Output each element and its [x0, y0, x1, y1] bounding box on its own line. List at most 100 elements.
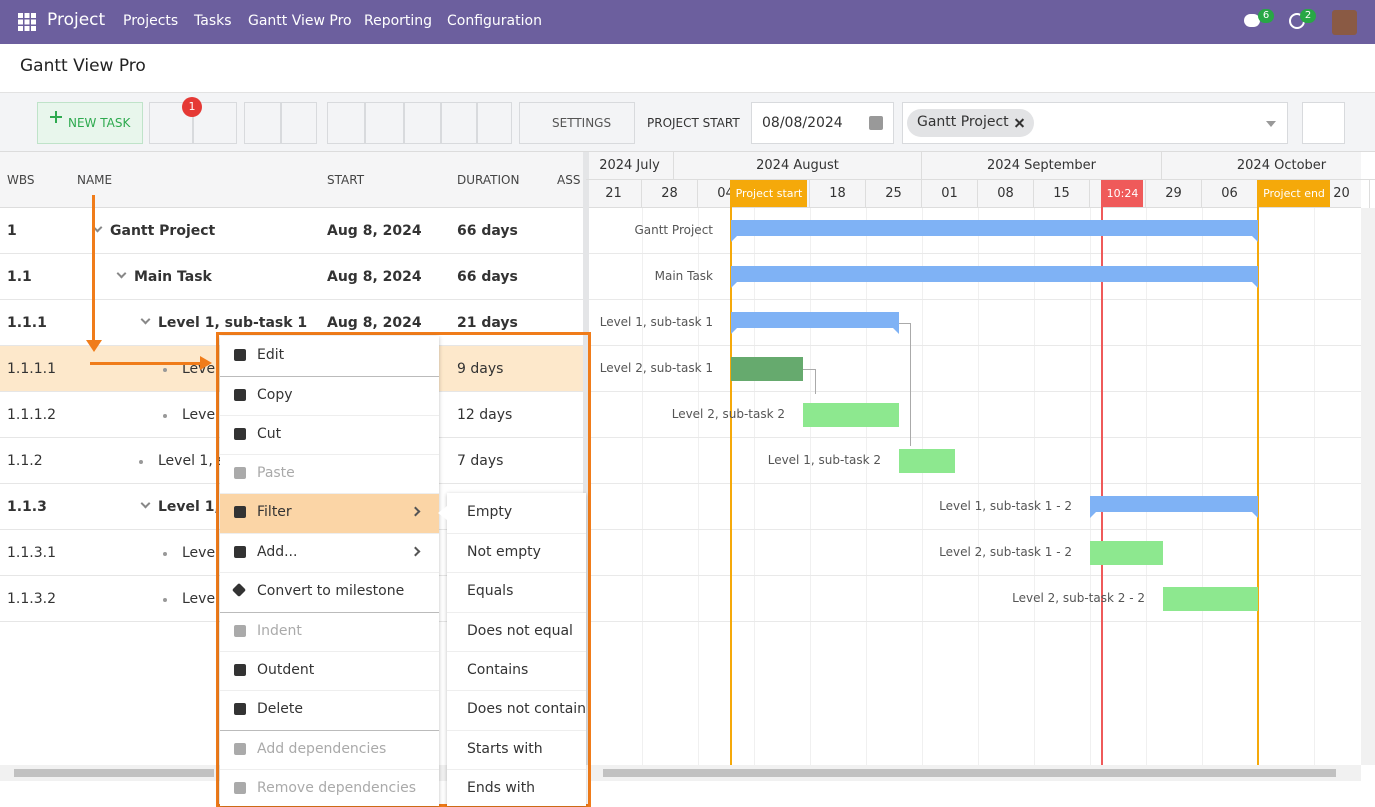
- wbs-cell: 1: [7, 223, 17, 239]
- column-header: WBS: [7, 173, 35, 187]
- week-cell: [1090, 180, 1146, 208]
- dropdown-caret: [1266, 121, 1276, 132]
- menu-item[interactable]: Projects: [123, 13, 179, 29]
- menu-item[interactable]: Delete: [257, 701, 303, 717]
- task-bar[interactable]: [731, 357, 803, 381]
- toolbar-button[interactable]: [477, 102, 512, 144]
- menu-icon: [234, 428, 246, 440]
- week-cell: 28: [642, 180, 698, 208]
- calendar-icon: [869, 116, 883, 130]
- app-name[interactable]: Project: [47, 10, 106, 30]
- menu-item: Remove dependencies: [257, 780, 417, 796]
- submenu-item[interactable]: Empty: [467, 504, 513, 520]
- project-start-line: [730, 180, 732, 765]
- week-cell: 08: [978, 180, 1034, 208]
- settings-button[interactable]: SETTINGS: [519, 102, 635, 144]
- menu-item[interactable]: Filter: [257, 504, 292, 520]
- menu-separator: [220, 376, 439, 377]
- task-bar[interactable]: [1090, 541, 1163, 565]
- splitter: [583, 152, 589, 765]
- task-bar[interactable]: [899, 449, 955, 473]
- menu-item[interactable]: Cut: [257, 426, 282, 442]
- menu-item[interactable]: Outdent: [257, 662, 315, 678]
- menu-icon: [234, 546, 246, 558]
- timeline-row-line: [589, 575, 1361, 576]
- summary-bar[interactable]: [731, 220, 1258, 236]
- activity-badge: 2: [1300, 9, 1316, 23]
- avatar[interactable]: [1332, 10, 1357, 35]
- task-bar[interactable]: [803, 403, 899, 427]
- toolbar-button[interactable]: [244, 102, 281, 144]
- week-grid-line: [1090, 208, 1091, 765]
- bar-label: Level 2, sub-task 2: [671, 407, 785, 421]
- duration-cell: 21 days: [457, 315, 518, 331]
- name-cell: Gantt Project: [110, 223, 216, 239]
- dependency-line: [899, 323, 911, 446]
- menu-item[interactable]: Edit: [257, 347, 285, 363]
- summary-bar[interactable]: [731, 266, 1258, 282]
- toolbar-button[interactable]: [365, 102, 404, 144]
- timeline-row-line: [589, 345, 1361, 346]
- menu-item-active: [220, 493, 439, 533]
- week-grid-line: [810, 208, 811, 765]
- menu-item[interactable]: Convert to milestone: [257, 583, 405, 599]
- submenu-item[interactable]: Not empty: [467, 544, 541, 560]
- menu-item[interactable]: Reporting: [364, 13, 433, 29]
- menu-item[interactable]: Add...: [257, 544, 298, 560]
- summary-end: [1252, 282, 1258, 288]
- menu-item[interactable]: Copy: [257, 387, 293, 403]
- plus-icon: [55, 111, 57, 123]
- bar-label: Gantt Project: [634, 223, 713, 237]
- scroll-thumb[interactable]: [14, 769, 214, 777]
- submenu-item[interactable]: Contains: [467, 662, 529, 678]
- menu-item: Paste: [257, 465, 295, 481]
- summary-end: [731, 236, 737, 242]
- submenu-item[interactable]: Ends with: [467, 780, 536, 796]
- toolbar-button[interactable]: [327, 102, 365, 144]
- submenu-item[interactable]: Equals: [467, 583, 514, 599]
- column-header: START: [327, 173, 365, 187]
- menu-icon: [234, 703, 246, 715]
- menu-separator: [447, 612, 586, 613]
- submenu-item[interactable]: Does not equal: [467, 623, 573, 639]
- week-grid-line: [922, 208, 923, 765]
- menu-item: Add dependencies: [257, 741, 387, 757]
- summary-bar[interactable]: [1090, 496, 1258, 512]
- task-bar[interactable]: [1163, 587, 1258, 611]
- annotation-arrow: [92, 195, 95, 343]
- duration-cell: 9 days: [457, 361, 504, 377]
- grid-row[interactable]: [0, 208, 583, 254]
- wbs-cell: 1.1.1.2: [7, 407, 56, 423]
- toolbar-button[interactable]: [441, 102, 477, 144]
- summary-end: [1090, 512, 1096, 518]
- submenu-item[interactable]: Starts with: [467, 741, 543, 757]
- menu-separator: [220, 690, 439, 691]
- wbs-cell: 1.1: [7, 269, 32, 285]
- menu-item[interactable]: Tasks: [194, 13, 232, 29]
- scroll-thumb[interactable]: [603, 769, 1336, 777]
- summary-bar[interactable]: [731, 312, 899, 328]
- chat-icon[interactable]: [1244, 14, 1260, 27]
- timeline-row-line: [589, 529, 1361, 530]
- grid-row[interactable]: [0, 254, 583, 300]
- menu-item[interactable]: Gantt View Pro: [248, 13, 352, 29]
- new-task-button[interactable]: NEW TASK: [37, 102, 143, 144]
- leaf-bullet: [163, 598, 167, 602]
- grid-header: [0, 152, 583, 208]
- menu-item[interactable]: Configuration: [447, 13, 542, 29]
- breadcrumb: Gantt View Pro: [20, 56, 146, 76]
- week-cell: 20: [1314, 180, 1370, 208]
- week-grid-line: [1034, 208, 1035, 765]
- menu-icon: [234, 664, 246, 676]
- extra-box: [1302, 102, 1345, 144]
- menu-separator: [220, 651, 439, 652]
- filter-tag[interactable]: Gantt Project: [907, 109, 1034, 137]
- toolbar-button[interactable]: [281, 102, 317, 144]
- month-cell: 2024 August: [674, 152, 922, 180]
- apps-icon[interactable]: [18, 13, 36, 31]
- toolbar-button[interactable]: [404, 102, 441, 144]
- menu-separator: [220, 572, 439, 573]
- week-cell: 01: [922, 180, 978, 208]
- timeline-row-line: [589, 253, 1361, 254]
- submenu-item[interactable]: Does not contain: [467, 701, 587, 717]
